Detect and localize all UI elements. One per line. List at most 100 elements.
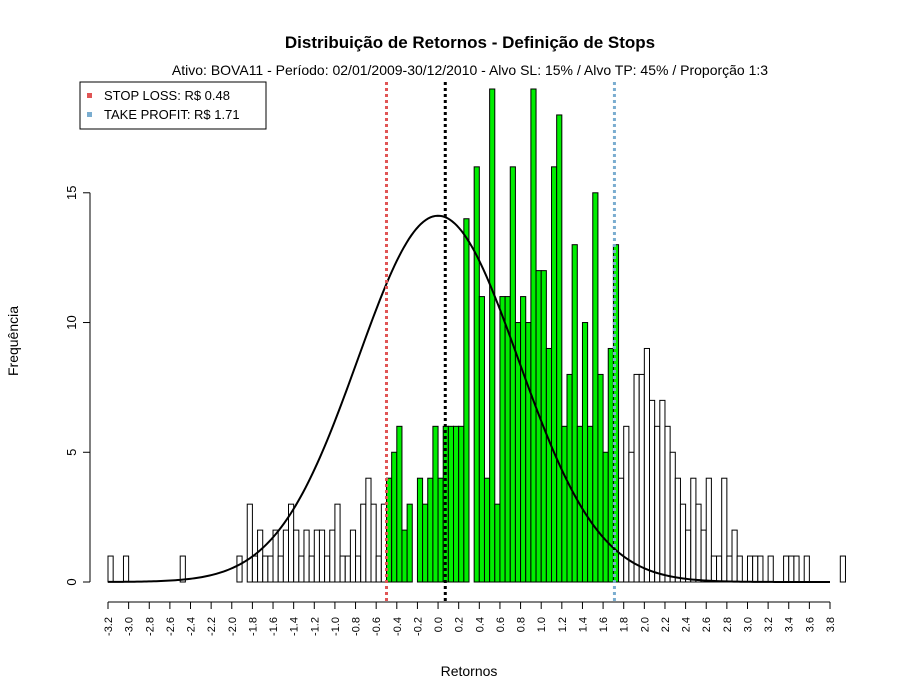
histogram-bar [638, 373, 645, 583]
histogram-bar [334, 503, 341, 583]
histogram-bar [344, 555, 351, 583]
histogram-bar [257, 529, 264, 583]
histogram-bar [525, 322, 532, 583]
histogram-bar [561, 425, 568, 583]
histogram-bar [406, 503, 413, 583]
x-tick-label: 3.2 [763, 617, 775, 632]
chart-subtitle: Ativo: BOVA11 - Período: 02/01/2009-30/1… [172, 62, 768, 78]
histogram-bar [643, 347, 651, 583]
y-axis: 0 5 10 15 [64, 186, 91, 586]
legend-swatch-take-profit [87, 112, 92, 117]
histogram-bar [746, 555, 754, 583]
x-tick-label: -2.2 [206, 617, 218, 636]
x-tick-label: -2.4 [186, 617, 198, 636]
histogram-bar [535, 270, 542, 583]
histogram-bar [437, 477, 444, 583]
histogram-bar [793, 555, 800, 583]
histogram-bar [783, 555, 790, 583]
histogram-bar [313, 529, 320, 583]
y-tick-label: 0 [64, 578, 79, 585]
histogram-bar [318, 529, 326, 583]
legend-label-stop-loss: STOP LOSS: R$ 0.48 [104, 88, 230, 103]
histogram-bar [700, 529, 707, 583]
histogram-bar [453, 425, 460, 583]
x-tick-label: -3.0 [124, 617, 136, 636]
histogram-bar [602, 451, 609, 583]
x-tick-label: -0.8 [351, 617, 363, 636]
histogram-bar [370, 503, 377, 583]
histogram-bar [654, 425, 661, 583]
x-tick-label: 3.4 [784, 617, 796, 632]
histogram-bar [736, 555, 743, 583]
x-tick-label: -2.8 [144, 617, 156, 636]
x-tick-label: -1.6 [268, 617, 280, 636]
histogram-bar [355, 555, 362, 583]
histogram-bar [385, 477, 393, 583]
normal-curve-layer [107, 214, 830, 583]
y-tick-label: 5 [64, 449, 79, 456]
histogram-bar [545, 347, 553, 583]
histogram-bar [530, 88, 537, 583]
histogram-bar [236, 555, 243, 583]
histogram-bar [478, 296, 485, 583]
histogram-bar [504, 296, 511, 583]
histogram-bar [566, 373, 573, 583]
histogram-bar [685, 529, 692, 583]
x-tick-label: 2.2 [660, 617, 672, 632]
histogram-bar [649, 399, 656, 583]
reference-lines [384, 82, 616, 604]
histogram-bar [277, 555, 284, 583]
histogram-bar [251, 555, 259, 583]
histogram-bar [489, 88, 496, 583]
histogram-bar [618, 477, 625, 583]
histogram-bar [422, 503, 429, 583]
histogram-bar [679, 503, 687, 583]
histogram-bar [587, 425, 594, 583]
y-tick-label: 15 [64, 186, 79, 200]
histogram-bar [427, 477, 434, 583]
histogram-bar [246, 503, 253, 583]
histogram-bar [716, 555, 723, 583]
x-tick-label: 2.8 [722, 617, 734, 632]
histogram-bar [308, 555, 315, 583]
x-tick-label: -2.0 [227, 617, 239, 636]
histogram-bar [396, 425, 403, 583]
histogram-bar [669, 451, 676, 583]
x-tick-label: 0.0 [433, 617, 445, 632]
histogram-bars [107, 88, 846, 583]
histogram-bar [262, 555, 269, 583]
x-tick-label: -0.6 [371, 617, 383, 636]
x-tick-label: -0.2 [412, 617, 424, 636]
x-tick-label: 3.6 [804, 617, 816, 632]
x-tick-label: 3.0 [742, 617, 754, 632]
histogram-bar [473, 166, 480, 583]
x-tick-label: -0.4 [392, 617, 404, 636]
histogram-bar [597, 373, 604, 583]
x-tick-label: 0.2 [454, 617, 466, 632]
histogram-bar [721, 477, 728, 583]
legend-swatch-stop-loss [87, 93, 92, 98]
x-tick-label: 1.6 [598, 617, 610, 632]
histogram-bar [726, 555, 733, 583]
histogram-bar [365, 477, 372, 583]
x-tick-label: -1.2 [309, 617, 321, 636]
histogram-bar [494, 503, 501, 583]
x-tick-label: 3.8 [825, 617, 837, 632]
histogram-bar [401, 529, 408, 583]
legend: STOP LOSS: R$ 0.48 TAKE PROFIT: R$ 1.71 [79, 81, 267, 130]
histogram-bar [556, 114, 563, 583]
legend-box [79, 81, 267, 130]
legend-label-take-profit: TAKE PROFIT: R$ 1.71 [104, 107, 240, 122]
normal-curve [107, 214, 830, 583]
histogram-bar [339, 555, 346, 583]
histogram-bar [710, 555, 718, 583]
histogram-bar [705, 477, 712, 583]
chart-title: Distribuição de Retornos - Definição de … [285, 33, 655, 52]
x-tick-label: -1.4 [289, 617, 301, 636]
histogram-bar [509, 166, 516, 583]
x-tick-label: 1.8 [619, 617, 631, 632]
x-tick-label: 2.0 [639, 617, 651, 632]
x-axis-label: Retornos [441, 663, 498, 679]
x-tick-label: 2.4 [681, 617, 693, 632]
